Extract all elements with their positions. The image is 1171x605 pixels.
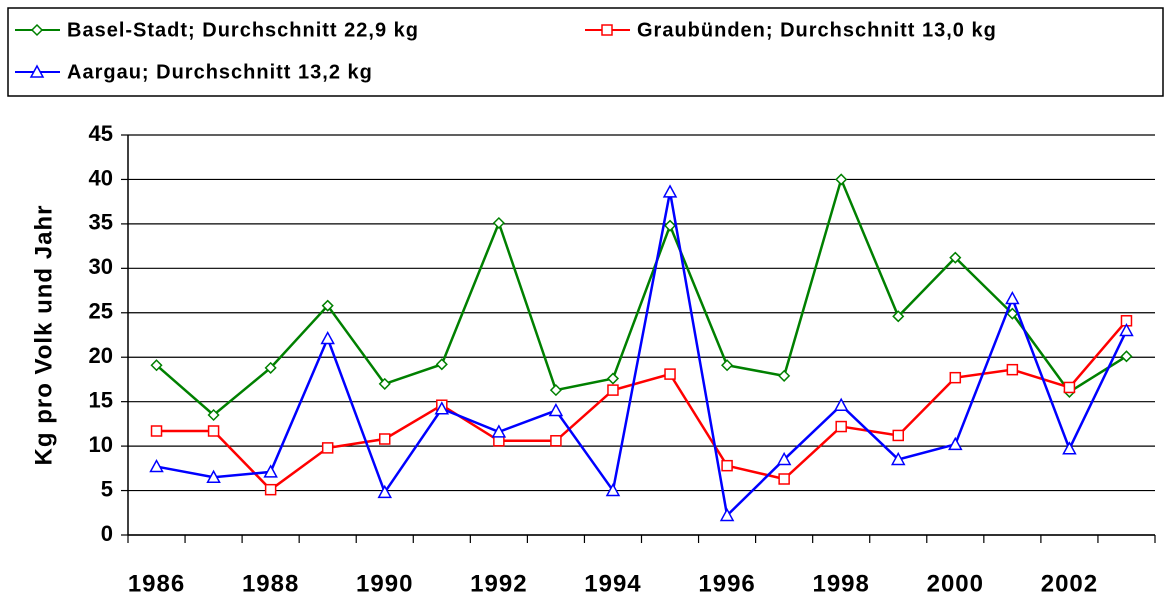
marker bbox=[1120, 350, 1133, 363]
marker bbox=[550, 435, 562, 447]
marker bbox=[833, 397, 849, 411]
marker bbox=[207, 425, 220, 437]
marker bbox=[890, 451, 906, 466]
marker bbox=[29, 64, 45, 78]
y-tick-label: 10 bbox=[89, 432, 113, 457]
marker bbox=[607, 384, 619, 396]
marker bbox=[1063, 381, 1076, 394]
legend-text: Basel-Stadt; Durchschnitt 22,9 kg bbox=[67, 19, 419, 41]
marker bbox=[892, 310, 905, 323]
marker bbox=[264, 483, 277, 496]
marker bbox=[549, 384, 562, 397]
marker bbox=[892, 429, 904, 442]
marker bbox=[1006, 363, 1019, 376]
x-tick-label: 1996 bbox=[698, 570, 755, 597]
marker bbox=[321, 442, 334, 454]
legend-text: Aargau; Durchschnitt 13,2 kg bbox=[67, 61, 373, 83]
x-tick-label: 1990 bbox=[356, 570, 413, 597]
marker bbox=[606, 372, 620, 385]
marker bbox=[778, 473, 790, 485]
y-tick-label: 15 bbox=[89, 387, 113, 412]
y-tick-label: 20 bbox=[89, 343, 113, 368]
marker bbox=[835, 420, 847, 433]
marker bbox=[719, 507, 735, 522]
x-tick-label: 1988 bbox=[242, 570, 299, 597]
marker bbox=[150, 425, 163, 437]
marker bbox=[378, 377, 391, 390]
x-tick-label: 2002 bbox=[1041, 570, 1098, 597]
marker bbox=[320, 330, 335, 345]
marker bbox=[949, 371, 962, 384]
marker bbox=[492, 216, 505, 230]
marker bbox=[721, 459, 733, 472]
marker bbox=[1005, 290, 1020, 305]
series-line bbox=[155, 175, 1128, 417]
legend-box bbox=[7, 7, 1164, 97]
x-tick-label: 1994 bbox=[584, 570, 641, 597]
marker bbox=[605, 482, 621, 497]
y-tick-label: 30 bbox=[89, 254, 113, 279]
marker bbox=[1119, 322, 1134, 337]
marker bbox=[263, 464, 278, 478]
series-line bbox=[156, 319, 1128, 492]
series-line bbox=[156, 191, 1128, 518]
marker bbox=[663, 219, 677, 232]
marker bbox=[149, 458, 164, 473]
marker bbox=[207, 408, 220, 422]
marker bbox=[377, 484, 393, 499]
marker bbox=[776, 451, 792, 466]
marker bbox=[1062, 441, 1077, 455]
y-axis-label: Kg pro Volk und Jahr bbox=[30, 205, 57, 466]
marker bbox=[435, 358, 448, 371]
marker bbox=[379, 433, 391, 445]
marker bbox=[150, 359, 163, 372]
marker bbox=[206, 469, 221, 483]
x-tick-label: 1986 bbox=[128, 570, 185, 597]
marker bbox=[1006, 307, 1019, 320]
y-tick-label: 40 bbox=[89, 165, 113, 190]
marker bbox=[948, 436, 963, 451]
marker bbox=[721, 359, 734, 372]
marker bbox=[434, 401, 450, 415]
legend-text: Graubünden; Durchschnitt 13,0 kg bbox=[637, 19, 997, 41]
marker bbox=[664, 368, 676, 380]
marker bbox=[835, 173, 848, 186]
marker bbox=[778, 369, 791, 382]
marker bbox=[321, 299, 334, 312]
x-tick-label: 1998 bbox=[812, 570, 869, 597]
marker bbox=[548, 402, 564, 417]
y-tick-label: 0 bbox=[101, 521, 113, 546]
marker bbox=[949, 251, 962, 264]
y-tick-label: 45 bbox=[89, 121, 113, 146]
marker bbox=[662, 184, 678, 198]
y-tick-label: 25 bbox=[89, 299, 113, 324]
y-tick-label: 5 bbox=[101, 476, 113, 501]
x-tick-label: 1992 bbox=[470, 570, 527, 597]
y-tick-label: 35 bbox=[89, 210, 113, 235]
marker bbox=[30, 23, 44, 37]
marker bbox=[264, 361, 277, 374]
marker bbox=[601, 24, 613, 36]
x-tick-label: 2000 bbox=[927, 570, 984, 597]
marker bbox=[491, 424, 507, 438]
